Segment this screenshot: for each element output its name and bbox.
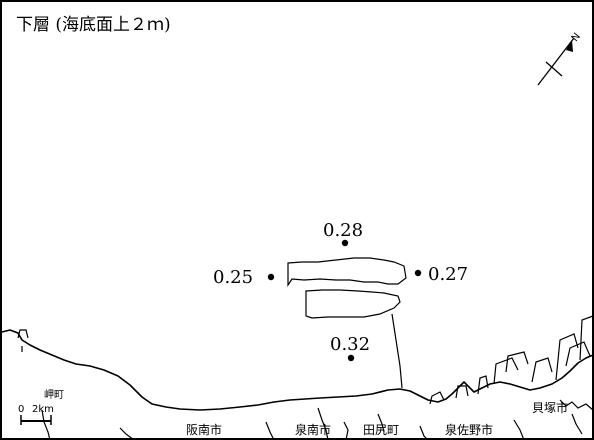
map-title: 下層 (海底面上２ｍ) [16,15,171,35]
place-misaki: 岬町 [44,389,64,401]
misaki-jetty [17,329,29,352]
place-tajiri: 田尻町 [363,423,399,437]
port-structures [429,315,594,405]
airport-bridge [391,313,403,389]
station-north-value: 0.28 [323,220,363,241]
station-east-marker [414,269,422,277]
place-kaizuka: 貝塚市 [532,400,568,415]
scale-zero-label: 0 [18,404,24,415]
kaizuka-inlet [559,399,594,411]
scale-bar: 0 2km [18,404,54,425]
place-izumisano: 泉佐野市 [445,422,493,437]
station-south-marker [347,354,355,362]
north-arrow-icon: N [537,31,583,86]
boundary-lines [41,407,583,440]
place-sennan: 泉南市 [295,422,331,437]
place-hannan: 阪南市 [186,422,222,437]
scale-length-label: 2km [32,404,54,415]
station-north-marker [341,239,349,247]
station-west-marker [267,273,275,281]
station-south-value: 0.32 [330,334,370,355]
airport-island-south [305,289,401,319]
station-east-value: 0.27 [428,264,468,285]
coastline [1,329,594,411]
station-west-value: 0.25 [213,267,253,288]
airport-island-north [287,257,407,287]
